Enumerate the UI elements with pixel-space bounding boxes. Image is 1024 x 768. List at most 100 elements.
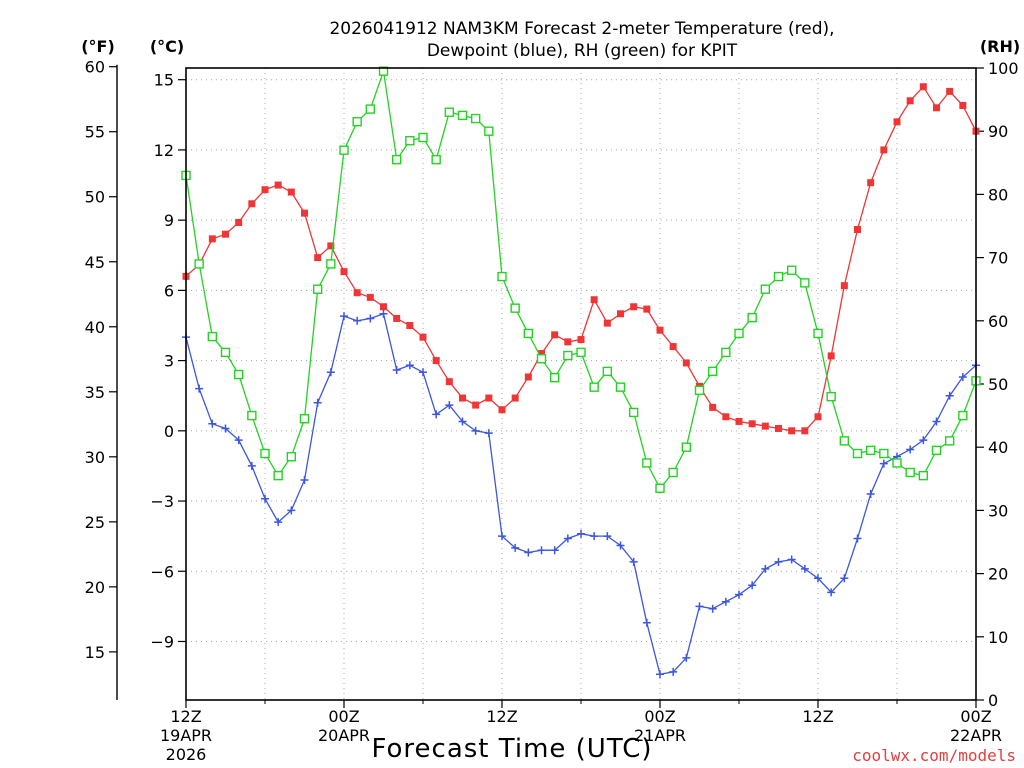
temperature-point bbox=[669, 343, 677, 351]
temperature-point bbox=[485, 394, 493, 402]
temperature-point bbox=[840, 282, 848, 290]
temperature-point bbox=[538, 350, 545, 358]
rh-point bbox=[273, 470, 283, 481]
dewpoint-point bbox=[800, 564, 809, 573]
x-tick-label-line: 00Z bbox=[328, 707, 359, 726]
rh-point bbox=[339, 145, 349, 155]
temperature-point bbox=[366, 293, 374, 301]
dewpoint-point bbox=[708, 604, 717, 613]
rh-point bbox=[484, 126, 494, 136]
x-tick-label-line: 00Z bbox=[644, 707, 675, 726]
temperature-point bbox=[893, 118, 901, 126]
rh-point bbox=[865, 445, 876, 456]
rh-point bbox=[734, 328, 744, 339]
rh-point bbox=[523, 328, 534, 339]
dewpoint-point bbox=[247, 461, 256, 470]
x-tick-label: 12Z bbox=[802, 707, 833, 726]
temperature-point bbox=[801, 427, 809, 435]
dewpoint-point bbox=[366, 314, 375, 323]
rh-point bbox=[207, 331, 218, 342]
rh-point bbox=[879, 448, 889, 459]
temperature-point bbox=[946, 87, 954, 95]
credit-text: coolwx.com/models bbox=[852, 746, 1016, 765]
fahrenheit-tick-label: 40 bbox=[85, 318, 105, 337]
temperature-point bbox=[498, 406, 506, 414]
rh-point bbox=[431, 154, 441, 165]
rh-point bbox=[352, 117, 362, 127]
rh-point bbox=[747, 312, 757, 323]
temperature-point bbox=[551, 331, 559, 339]
temperature-point bbox=[235, 218, 243, 226]
rh-point bbox=[510, 303, 520, 313]
rh-point bbox=[931, 445, 942, 456]
temperature-point bbox=[432, 357, 440, 365]
dewpoint-point bbox=[484, 429, 493, 438]
rh-point bbox=[444, 107, 455, 117]
rh-point bbox=[694, 385, 705, 396]
rh-point bbox=[536, 354, 547, 364]
dewpoint-point bbox=[945, 391, 954, 400]
temperature-point bbox=[919, 83, 927, 91]
dewpoint-point bbox=[682, 653, 691, 662]
rh-unit-label: (RH) bbox=[980, 37, 1020, 56]
dewpoint-point bbox=[669, 667, 678, 676]
dewpoint-point bbox=[432, 410, 441, 419]
rh-point bbox=[194, 259, 204, 269]
dewpoint-point bbox=[471, 426, 480, 435]
temperature-point bbox=[301, 209, 308, 217]
rh-tick-label: 90 bbox=[988, 122, 1008, 141]
celsius-tick-label: −3 bbox=[150, 492, 174, 511]
dewpoint-point bbox=[840, 574, 849, 583]
temperature-point bbox=[261, 186, 269, 194]
dewpoint-point bbox=[866, 490, 875, 499]
dewpoint-point bbox=[445, 401, 454, 410]
rh-point bbox=[457, 110, 468, 121]
celsius-tick-label: 3 bbox=[164, 352, 174, 371]
dewpoint-point bbox=[195, 384, 204, 393]
temperature-point bbox=[656, 326, 664, 334]
dewpoint-series bbox=[182, 309, 980, 679]
dewpoint-point bbox=[906, 445, 915, 454]
rh-point bbox=[786, 265, 797, 275]
fahrenheit-tick-label: 45 bbox=[85, 253, 105, 272]
temperature-point bbox=[340, 268, 348, 276]
dewpoint-point bbox=[524, 548, 533, 557]
temperature-point bbox=[617, 310, 624, 318]
rh-point bbox=[391, 154, 402, 165]
x-tick-label-line: 2026 bbox=[166, 745, 207, 764]
dewpoint-point bbox=[392, 365, 401, 374]
rh-point bbox=[839, 436, 850, 446]
dewpoint-point bbox=[353, 316, 362, 325]
dewpoint-point bbox=[774, 557, 783, 566]
rh-point bbox=[549, 372, 560, 383]
celsius-tick-label: 15 bbox=[154, 71, 174, 90]
data-series bbox=[181, 66, 981, 679]
x-tick-label-line: 00Z bbox=[960, 707, 991, 726]
dewpoint-point bbox=[695, 602, 704, 611]
dewpoint-point bbox=[919, 436, 928, 445]
temperature-point bbox=[880, 146, 888, 154]
dewpoint-point bbox=[511, 543, 520, 552]
dewpoint-point bbox=[300, 475, 309, 484]
rh-series bbox=[181, 66, 981, 493]
rh-point bbox=[721, 347, 731, 358]
temperature-point bbox=[445, 378, 453, 386]
dewpoint-point bbox=[958, 372, 967, 381]
temperature-point bbox=[524, 373, 532, 381]
dewpoint-point bbox=[748, 581, 757, 590]
x-tick-label: 12Z bbox=[486, 707, 517, 726]
temperature-point bbox=[472, 401, 480, 409]
dewpoint-point bbox=[458, 417, 467, 426]
temperature-point bbox=[564, 338, 572, 346]
x-tick-label-line: 12Z bbox=[170, 707, 201, 726]
temperature-point bbox=[590, 296, 598, 304]
fahrenheit-tick-label: 20 bbox=[85, 578, 105, 597]
dewpoint-point bbox=[261, 494, 269, 503]
dewpoint-point bbox=[787, 555, 796, 564]
rh-point bbox=[760, 284, 771, 294]
rh-point bbox=[905, 467, 915, 478]
rh-point bbox=[589, 382, 599, 392]
x-tick-label: 00Z 20APR bbox=[318, 707, 370, 745]
dewpoint-point bbox=[221, 424, 230, 433]
dewpoint-point bbox=[419, 368, 427, 377]
